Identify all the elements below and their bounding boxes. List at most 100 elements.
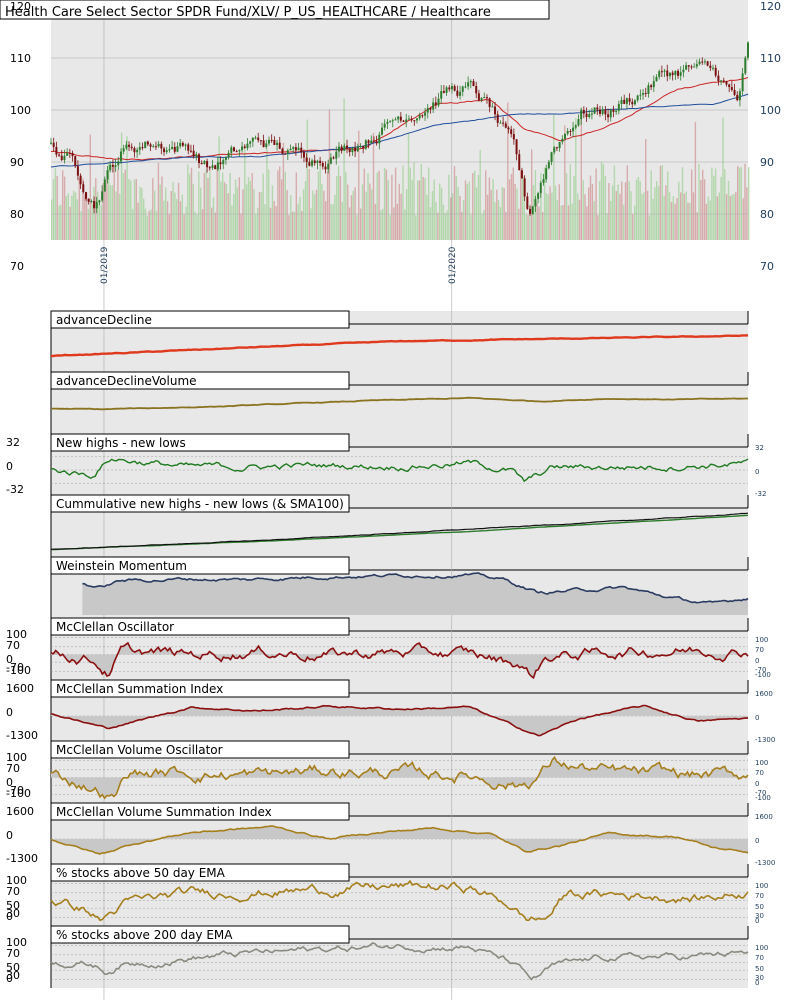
- pane-title-box: [50, 679, 350, 698]
- volume-bar: [538, 206, 540, 240]
- volume-bar: [111, 185, 114, 240]
- candle-body: [623, 99, 626, 104]
- volume-bar: [615, 191, 617, 240]
- volume-bar: [676, 198, 678, 240]
- volume-bar: [354, 187, 356, 240]
- volume-bar: [740, 166, 742, 240]
- candle-body: [682, 69, 685, 73]
- volume-bar: [350, 195, 353, 240]
- candle-body: [413, 120, 416, 122]
- pane-tick-right: 0: [755, 714, 759, 722]
- candle-body: [50, 142, 52, 144]
- volume-bar: [380, 210, 382, 240]
- candle-body: [257, 137, 260, 141]
- volume-bar: [508, 179, 511, 240]
- volume-bar: [698, 164, 700, 240]
- pane-line: [50, 641, 749, 680]
- pane-tick-left: 100: [6, 936, 27, 949]
- candle-body: [171, 146, 174, 150]
- pane-title: Cummulative new highs - new lows (& SMA1…: [56, 497, 344, 511]
- candle-body: [652, 81, 655, 88]
- candle-body: [561, 138, 564, 142]
- volume-bar: [448, 174, 450, 240]
- volume-bar: [360, 208, 362, 240]
- pane-title: New highs - new lows: [56, 436, 186, 450]
- pane-tick-right: 32: [755, 444, 764, 452]
- volume-bar: [52, 179, 55, 240]
- candle-body: [259, 140, 262, 142]
- candle-body: [381, 127, 384, 135]
- candle-body: [741, 73, 744, 92]
- volume-bar: [420, 163, 422, 240]
- candle-body: [685, 65, 688, 70]
- candle-body: [189, 150, 192, 152]
- volume-bar: [334, 194, 336, 240]
- volume-bar: [628, 181, 630, 240]
- candle-body: [111, 164, 114, 167]
- volume-bar: [277, 170, 279, 240]
- candle-body: [391, 120, 394, 122]
- candle-body: [203, 161, 206, 164]
- volume-bar: [486, 194, 489, 240]
- volume-bar: [635, 179, 638, 240]
- candle-body: [410, 118, 413, 121]
- candle-body: [397, 116, 400, 120]
- volume-bar: [190, 167, 193, 240]
- candle-body: [644, 93, 647, 95]
- pane-line: [50, 942, 749, 981]
- candle-body: [232, 147, 235, 152]
- volume-bar: [404, 209, 406, 240]
- candle-body: [555, 147, 558, 149]
- volume-bar: [720, 176, 722, 240]
- candle-body: [265, 143, 268, 148]
- pane-line: [50, 755, 749, 800]
- volume-bar: [325, 201, 327, 240]
- price-tick-right: 120: [760, 0, 781, 13]
- volume-bar: [672, 196, 674, 240]
- candle-body: [445, 87, 448, 93]
- candle-body: [95, 201, 98, 209]
- volume-bar: [104, 181, 106, 240]
- pane-title-box: [50, 802, 350, 821]
- volume-bar: [543, 167, 546, 240]
- pane-tick-left: 32: [6, 436, 20, 449]
- pane-tick-right: 0: [755, 917, 759, 925]
- pane-tick-right: 70: [755, 646, 764, 654]
- volume-bar: [255, 214, 257, 240]
- pane-tick-left: 0: [6, 829, 13, 842]
- candle-body: [335, 151, 338, 159]
- volume-bar: [696, 212, 698, 240]
- volume-bar: [194, 211, 196, 240]
- volume-bar: [306, 119, 308, 240]
- candle-body: [523, 178, 526, 197]
- candle-body: [254, 137, 257, 139]
- pane-tick-left: 50: [6, 961, 20, 974]
- pane-tick-right: 100: [755, 759, 768, 767]
- volume-bar: [297, 203, 299, 240]
- volume-bar: [376, 172, 378, 240]
- candle-body: [469, 81, 472, 83]
- candle-body: [198, 154, 201, 164]
- volume-bar: [580, 108, 582, 240]
- volume-bar: [177, 182, 180, 240]
- candle-body: [327, 163, 330, 170]
- candle-body: [504, 123, 507, 128]
- volume-bar: [113, 165, 115, 240]
- pane-tick-left: 70: [6, 639, 20, 652]
- pane-tick-right: 0: [755, 468, 759, 476]
- volume-bar: [455, 176, 457, 240]
- volume-bar: [499, 207, 502, 240]
- candle-body: [79, 175, 82, 185]
- volume-bar: [413, 162, 415, 240]
- candle-body: [101, 191, 104, 201]
- candle-body: [84, 192, 87, 199]
- candle-body: [141, 147, 144, 149]
- volume-bar: [656, 181, 658, 240]
- price-tick-left: 90: [10, 156, 24, 169]
- volume-bar: [65, 196, 68, 240]
- volume-bar: [378, 170, 380, 240]
- candle-body: [510, 129, 513, 135]
- candle-body: [216, 162, 219, 170]
- volume-bar: [657, 186, 660, 240]
- price-tick-right: 70: [760, 260, 774, 273]
